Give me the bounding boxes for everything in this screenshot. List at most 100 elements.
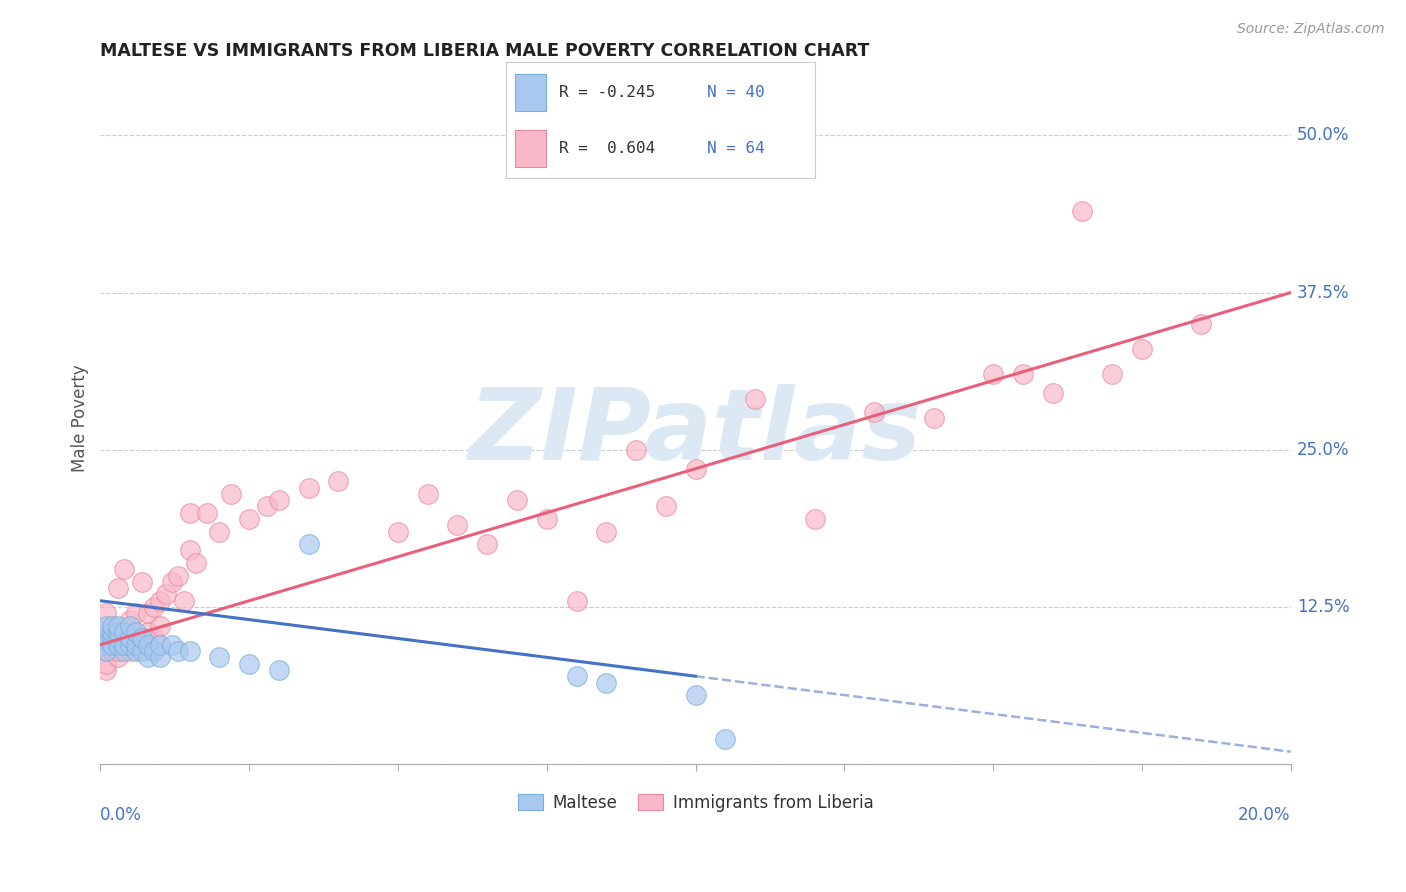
Point [112, 644, 135, 658]
Text: R =  0.604: R = 0.604 [558, 141, 655, 156]
Point [136, 650, 159, 665]
Point [160, 574, 183, 589]
Point [744, 392, 766, 407]
Text: 20.0%: 20.0% [1239, 805, 1291, 824]
Point [238, 657, 260, 671]
Text: ZIPatlas: ZIPatlas [470, 384, 922, 481]
Point [685, 461, 707, 475]
Point [506, 493, 529, 508]
Point [107, 619, 129, 633]
Point [179, 506, 201, 520]
Point [96, 619, 118, 633]
Point [166, 568, 188, 582]
Point [136, 607, 159, 621]
Point [221, 487, 243, 501]
Point [125, 638, 148, 652]
Point [142, 632, 165, 646]
Point [101, 638, 124, 652]
Point [125, 607, 148, 621]
Point [96, 632, 118, 646]
Text: 50.0%: 50.0% [1296, 127, 1350, 145]
Point [1042, 386, 1064, 401]
Point [863, 405, 886, 419]
Point [416, 487, 439, 501]
Point [624, 442, 647, 457]
Point [101, 632, 124, 646]
Point [536, 512, 558, 526]
Point [120, 644, 142, 658]
Point [267, 493, 290, 508]
Point [714, 732, 737, 747]
Point [96, 644, 118, 658]
Point [101, 644, 124, 658]
Point [112, 638, 135, 652]
Point [1191, 317, 1213, 331]
Point [1071, 203, 1094, 218]
Point [173, 593, 195, 607]
Point [107, 632, 129, 646]
Point [101, 625, 124, 640]
Text: 37.5%: 37.5% [1296, 284, 1350, 301]
Point [565, 593, 588, 607]
Point [112, 562, 135, 576]
Point [208, 650, 231, 665]
Text: 12.5%: 12.5% [1296, 598, 1350, 616]
Point [981, 368, 1004, 382]
Point [446, 518, 468, 533]
Point [125, 644, 148, 658]
Point [565, 669, 588, 683]
Point [238, 512, 260, 526]
Point [120, 638, 142, 652]
Point [96, 663, 118, 677]
Point [120, 632, 142, 646]
Bar [516, 129, 547, 167]
Text: MALTESE VS IMMIGRANTS FROM LIBERIA MALE POVERTY CORRELATION CHART: MALTESE VS IMMIGRANTS FROM LIBERIA MALE … [100, 42, 870, 60]
Text: 0.0%: 0.0% [100, 805, 142, 824]
Point [120, 619, 142, 633]
Point [267, 663, 290, 677]
Point [107, 644, 129, 658]
Point [1130, 342, 1153, 356]
Point [160, 638, 183, 652]
Point [120, 632, 142, 646]
Point [1101, 368, 1123, 382]
Text: R = -0.245: R = -0.245 [558, 85, 655, 100]
Point [149, 650, 172, 665]
Point [803, 512, 825, 526]
Point [166, 644, 188, 658]
Point [107, 625, 129, 640]
Point [595, 524, 617, 539]
Point [136, 625, 159, 640]
Point [96, 657, 118, 671]
Point [298, 537, 321, 551]
Bar [516, 74, 547, 112]
Point [112, 638, 135, 652]
Point [96, 638, 118, 652]
Point [256, 500, 278, 514]
Text: N = 40: N = 40 [707, 85, 765, 100]
Point [96, 607, 118, 621]
Point [142, 644, 165, 658]
Point [136, 638, 159, 652]
Point [101, 619, 124, 633]
Point [179, 543, 201, 558]
Point [142, 600, 165, 615]
Point [685, 688, 707, 702]
Point [387, 524, 409, 539]
Point [131, 644, 153, 658]
Point [112, 625, 135, 640]
Point [208, 524, 231, 539]
Point [149, 619, 172, 633]
Point [655, 500, 678, 514]
Point [595, 675, 617, 690]
Point [107, 638, 129, 652]
Text: Source: ZipAtlas.com: Source: ZipAtlas.com [1237, 22, 1385, 37]
Point [328, 475, 350, 489]
Text: N = 64: N = 64 [707, 141, 765, 156]
Point [107, 650, 129, 665]
Y-axis label: Male Poverty: Male Poverty [72, 365, 89, 472]
Point [477, 537, 499, 551]
Point [96, 644, 118, 658]
Point [179, 644, 201, 658]
Point [131, 632, 153, 646]
